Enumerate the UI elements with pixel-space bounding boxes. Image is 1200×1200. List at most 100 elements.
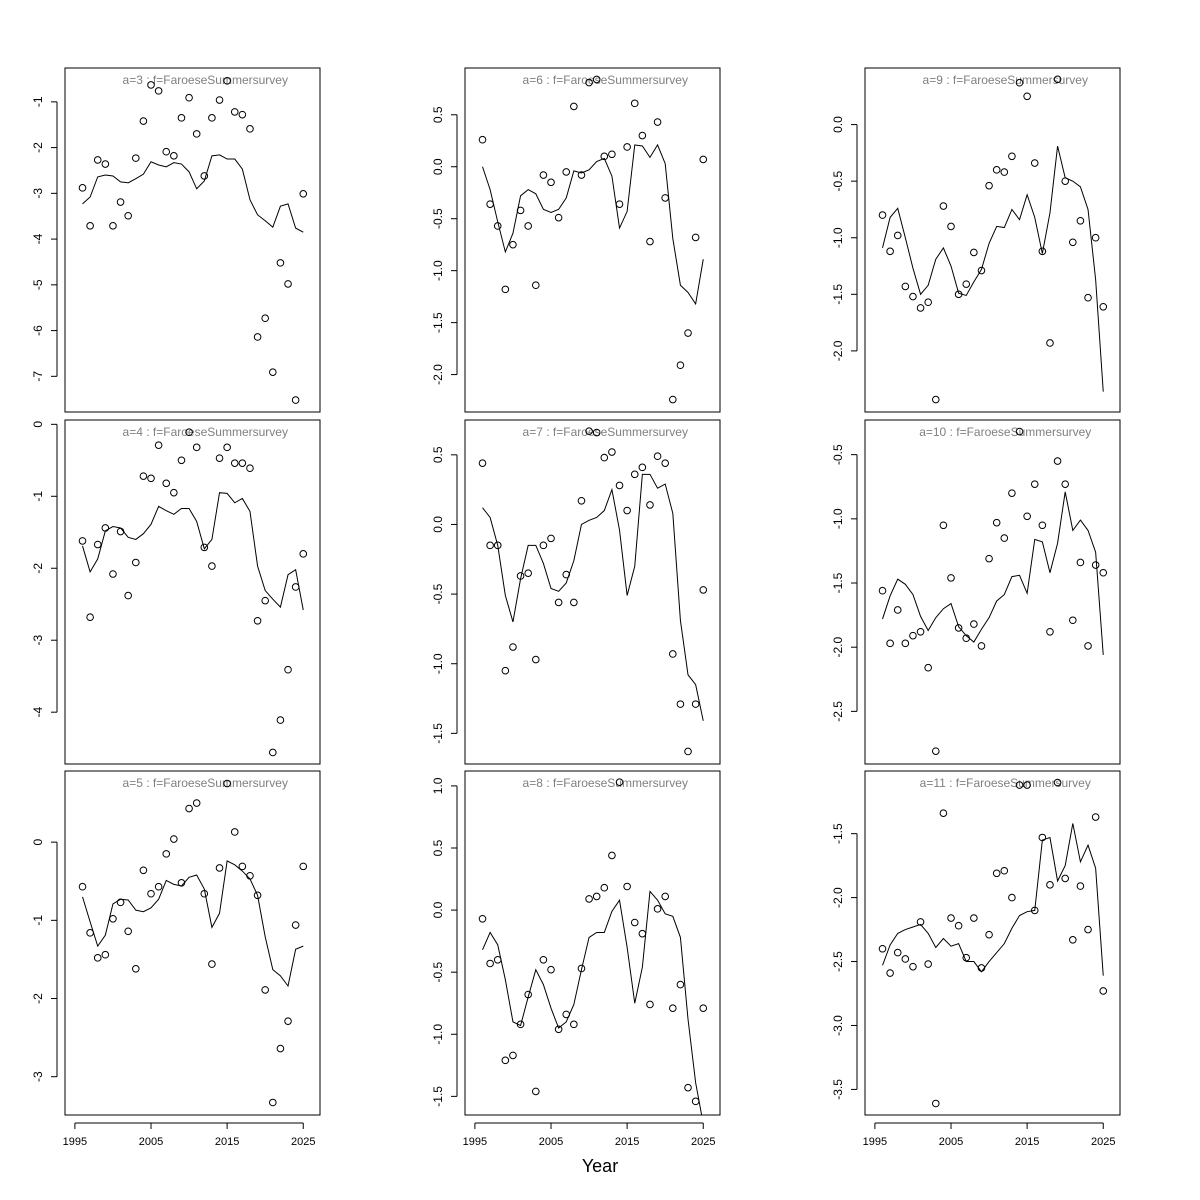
panel-title: a=8 : f=FaroeseSummersurvey: [523, 776, 688, 790]
data-point: [253, 333, 262, 341]
panel-title: a=3 : f=FaroeseSummersurvey: [123, 73, 288, 87]
data-point: [501, 666, 510, 675]
plot-area: [878, 75, 1108, 404]
data-point: [269, 1098, 277, 1107]
data-point: [109, 222, 117, 230]
panel: a=11 : f=FaroeseSummersurvey -3.5 -3.0 -2.5…: [831, 770, 1121, 1148]
data-point: [1023, 512, 1031, 521]
data-point: [947, 914, 955, 922]
y-tick-label: -2.5: [831, 951, 845, 972]
data-point: [192, 443, 201, 452]
data-point: [992, 518, 1001, 527]
y-tick-label: -1.0: [831, 227, 845, 248]
fitted-line: [882, 145, 1104, 392]
data-point: [131, 154, 140, 162]
data-point: [570, 102, 578, 111]
data-point: [291, 921, 300, 929]
data-point: [939, 521, 948, 530]
data-point: [531, 281, 540, 290]
data-point: [284, 1017, 292, 1025]
data-point: [1069, 936, 1077, 944]
panel-frame: [64, 770, 321, 1116]
y-tick-label: -1.0: [831, 508, 845, 529]
y-tick-label: 0.5: [431, 839, 445, 856]
data-point: [577, 496, 586, 505]
data-point: [931, 747, 940, 755]
y-tick-label: -7: [31, 371, 45, 382]
data-point: [954, 921, 963, 930]
data-point: [284, 280, 292, 288]
data-point: [562, 168, 571, 176]
x-tick-label: 2005: [139, 1136, 163, 1148]
panel-frame: [864, 419, 1121, 765]
data-point: [570, 1020, 578, 1029]
data-point: [246, 125, 254, 133]
data-point: [1046, 627, 1054, 636]
data-point: [238, 110, 247, 119]
data-point: [276, 716, 285, 724]
data-point: [246, 871, 254, 880]
data-point: [684, 329, 692, 337]
data-point: [486, 200, 494, 208]
data-point: [547, 178, 555, 187]
data-point: [170, 488, 178, 497]
data-point: [691, 700, 700, 708]
y-tick-label: 0.5: [431, 446, 445, 463]
data-point: [78, 184, 87, 192]
x-tick-label: 2015: [215, 1136, 239, 1148]
data-point: [116, 898, 125, 907]
y-tick-label: -3: [31, 188, 45, 199]
data-point: [1000, 866, 1009, 875]
data-point: [909, 292, 917, 301]
y-tick-label: -2.0: [831, 887, 845, 908]
data-point: [684, 1083, 692, 1092]
data-point: [954, 624, 963, 632]
data-point: [531, 655, 540, 664]
panel: a=5 : f=FaroeseSummersurvey -3 -2 -1 0 1995 20…: [31, 770, 321, 1148]
data-point: [886, 969, 894, 977]
data-point: [162, 147, 171, 156]
data-point: [985, 930, 993, 939]
data-point: [230, 108, 239, 116]
panel-title: a=5 : f=FaroeseSummersurvey: [123, 776, 288, 790]
data-point: [1015, 78, 1024, 87]
data-point: [509, 643, 517, 651]
data-point: [939, 202, 948, 210]
data-point: [131, 965, 140, 973]
data-point: [539, 955, 548, 964]
fitted-line: [482, 143, 704, 306]
data-point: [1084, 293, 1092, 302]
y-tick-label: -1.0: [431, 653, 445, 674]
data-point: [962, 280, 971, 288]
data-point: [478, 459, 487, 467]
data-point: [524, 222, 532, 230]
data-point: [547, 965, 555, 974]
data-point: [1008, 152, 1016, 161]
y-tick-label: -3.0: [831, 1015, 845, 1036]
x-tick-label: 1995: [863, 1136, 887, 1148]
fitted-line: [482, 890, 703, 1115]
data-point: [1023, 781, 1031, 789]
plot-area: [478, 427, 708, 756]
data-point: [261, 314, 269, 323]
plot-area: [78, 77, 308, 404]
data-point: [699, 586, 708, 594]
x-tick-label: 2025: [691, 1136, 715, 1148]
data-point: [554, 598, 563, 607]
y-tick-label: -0.5: [431, 583, 445, 604]
data-point: [547, 534, 555, 543]
data-point: [608, 851, 616, 860]
data-point: [86, 222, 94, 230]
y-tick-label: -0.5: [831, 170, 845, 191]
data-point: [970, 248, 978, 257]
data-point: [147, 474, 155, 483]
data-point: [646, 1000, 654, 1009]
data-point: [691, 233, 700, 242]
data-point: [931, 1099, 940, 1108]
data-point: [509, 240, 517, 249]
plot-area: [478, 778, 708, 1115]
data-point: [600, 453, 609, 462]
data-point: [223, 77, 231, 85]
panel-title: a=4 : f=FaroeseSummersurvey: [123, 425, 288, 439]
